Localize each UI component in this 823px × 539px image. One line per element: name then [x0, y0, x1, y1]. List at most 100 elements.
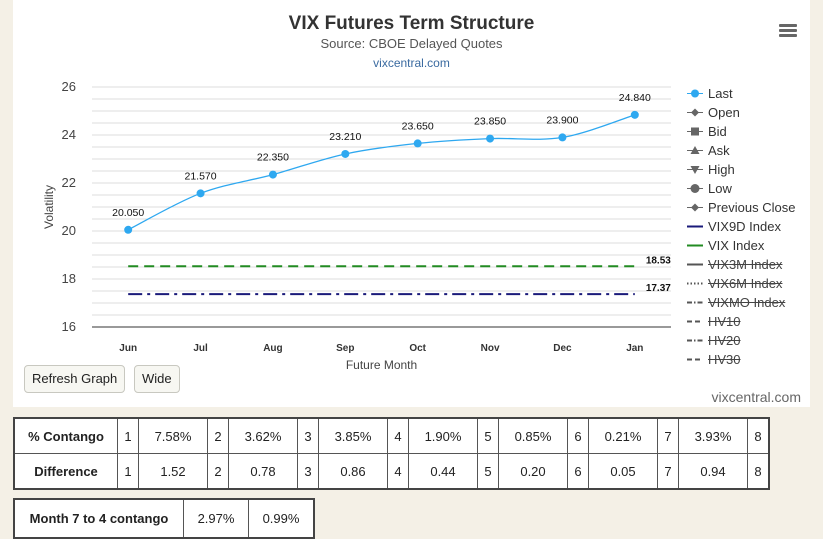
- legend-item[interactable]: VIXMO Index: [687, 293, 795, 312]
- data-point[interactable]: [558, 133, 567, 142]
- y-tick-label: 18: [62, 271, 76, 286]
- legend-symbol-icon: [687, 89, 703, 98]
- legend-item[interactable]: HV30: [687, 350, 795, 369]
- hamburger-menu-icon[interactable]: [779, 24, 797, 38]
- legend-item[interactable]: VIX6M Index: [687, 274, 795, 293]
- table-row: Difference 1 1.52 2 0.78 3 0.86 4 0.44 5 0.20 6 0.05…: [13, 453, 770, 490]
- legend-item[interactable]: Last: [687, 84, 795, 103]
- legend-label: HV20: [708, 333, 741, 348]
- data-point[interactable]: [413, 139, 422, 148]
- legend-symbol-icon: [687, 263, 703, 266]
- legend-item[interactable]: Ask: [687, 141, 795, 160]
- data-point[interactable]: [196, 189, 205, 198]
- value-cell: 3.85%: [318, 417, 388, 454]
- month-index-cell: 1: [117, 417, 139, 454]
- data-label: 22.350: [257, 152, 289, 164]
- legend-item[interactable]: Bid: [687, 122, 795, 141]
- index-value-label: 18.53: [646, 255, 671, 266]
- month-index-cell: 5: [477, 417, 499, 454]
- value-cell: 0.20: [498, 453, 568, 490]
- value-cell: 3.93%: [678, 417, 748, 454]
- month-index-cell: 6: [567, 417, 589, 454]
- month-index-cell: 2: [207, 417, 229, 454]
- data-label: 24.840: [619, 92, 651, 104]
- value-cell: 0.44: [408, 453, 478, 490]
- legend-label: VIX9D Index: [708, 219, 781, 234]
- data-point[interactable]: [124, 225, 133, 234]
- value-cell: 0.86: [318, 453, 388, 490]
- chart-legend: Last Open Bid Ask High Low Previous Close VIX9D…: [687, 84, 795, 369]
- data-point[interactable]: [268, 170, 277, 179]
- value-cell: 1.52: [138, 453, 208, 490]
- value-cell: 0.85%: [498, 417, 568, 454]
- month-index-cell: 4: [387, 453, 409, 490]
- legend-symbol-icon: [687, 203, 703, 212]
- month-index-cell: 2: [207, 453, 229, 490]
- row-header: % Contango: [13, 417, 118, 454]
- table-row: % Contango 1 7.58% 2 3.62% 3 3.85% 4 1.90% 5 0.85%…: [13, 417, 770, 454]
- legend-item[interactable]: Low: [687, 179, 795, 198]
- legend-label: HV10: [708, 314, 741, 329]
- chart-title: VIX Futures Term Structure: [288, 13, 535, 34]
- line-chart: 16 18 20 22 24 26 Jun Jul Aug Sep Oct Nov Dec Jan Futu…: [42, 79, 671, 372]
- legend-item[interactable]: Open: [687, 103, 795, 122]
- legend-symbol-icon: [687, 320, 703, 323]
- watermark: vixcentral.com: [711, 389, 801, 405]
- legend-label: VIX Index: [708, 238, 765, 253]
- x-tick-label: Jan: [626, 343, 643, 354]
- source-link[interactable]: vixcentral.com: [373, 56, 450, 70]
- data-point[interactable]: [630, 110, 639, 119]
- legend-symbol-icon: [687, 225, 703, 228]
- legend-label: Low: [708, 181, 732, 196]
- value-cell: 0.05: [588, 453, 658, 490]
- x-tick-label: Oct: [409, 343, 426, 354]
- data-label: 23.900: [546, 114, 578, 126]
- legend-label: Last: [708, 86, 733, 101]
- legend-item[interactable]: HV20: [687, 331, 795, 350]
- x-tick-label: Aug: [263, 343, 282, 354]
- month-index-cell: 8: [747, 453, 770, 490]
- legend-label: Bid: [708, 124, 727, 139]
- data-point[interactable]: [486, 134, 495, 143]
- legend-symbol-icon: [687, 358, 703, 361]
- data-point[interactable]: [341, 149, 350, 158]
- data-label: 23.850: [474, 116, 506, 128]
- legend-symbol-icon: [687, 244, 703, 247]
- month-index-cell: 1: [117, 453, 139, 490]
- legend-item[interactable]: Previous Close: [687, 198, 795, 217]
- legend-item[interactable]: HV10: [687, 312, 795, 331]
- refresh-graph-button[interactable]: Refresh Graph: [24, 365, 126, 393]
- value-cell: 0.78: [228, 453, 298, 490]
- month-index-cell: 5: [477, 453, 499, 490]
- x-tick-label: Jul: [193, 343, 208, 354]
- value-cell: 3.62%: [228, 417, 298, 454]
- legend-item[interactable]: VIX9D Index: [687, 217, 795, 236]
- legend-item[interactable]: VIX3M Index: [687, 255, 795, 274]
- legend-label: VIXMO Index: [708, 295, 786, 310]
- data-label: 21.570: [185, 170, 217, 182]
- data-label: 20.050: [112, 207, 144, 219]
- legend-label: Open: [708, 105, 740, 120]
- y-tick-label: 20: [62, 223, 76, 238]
- y-tick-label: 22: [62, 175, 76, 190]
- legend-item[interactable]: High: [687, 160, 795, 179]
- legend-symbol-icon: [687, 301, 703, 304]
- chart-panel: VIX Futures Term Structure Source: CBOE …: [13, 0, 810, 407]
- y-tick-label: 26: [62, 79, 76, 94]
- month-index-cell: 3: [297, 453, 319, 490]
- index-value-label: 17.37: [646, 283, 671, 294]
- y-tick-label: 24: [62, 127, 76, 142]
- legend-label: Previous Close: [708, 200, 796, 215]
- x-axis-title: Future Month: [346, 358, 417, 372]
- y-axis-title: Volatility: [42, 185, 56, 229]
- legend-symbol-icon: [687, 339, 703, 342]
- month-index-cell: 7: [657, 453, 679, 490]
- legend-item[interactable]: VIX Index: [687, 236, 795, 255]
- value-cell: 0.94: [678, 453, 748, 490]
- x-tick-label: Sep: [336, 343, 354, 354]
- month-index-cell: 6: [567, 453, 589, 490]
- x-tick-label: Dec: [553, 343, 572, 354]
- wide-button[interactable]: Wide: [134, 365, 180, 393]
- legend-symbol-icon: [687, 108, 703, 117]
- legend-symbol-icon: [687, 166, 703, 174]
